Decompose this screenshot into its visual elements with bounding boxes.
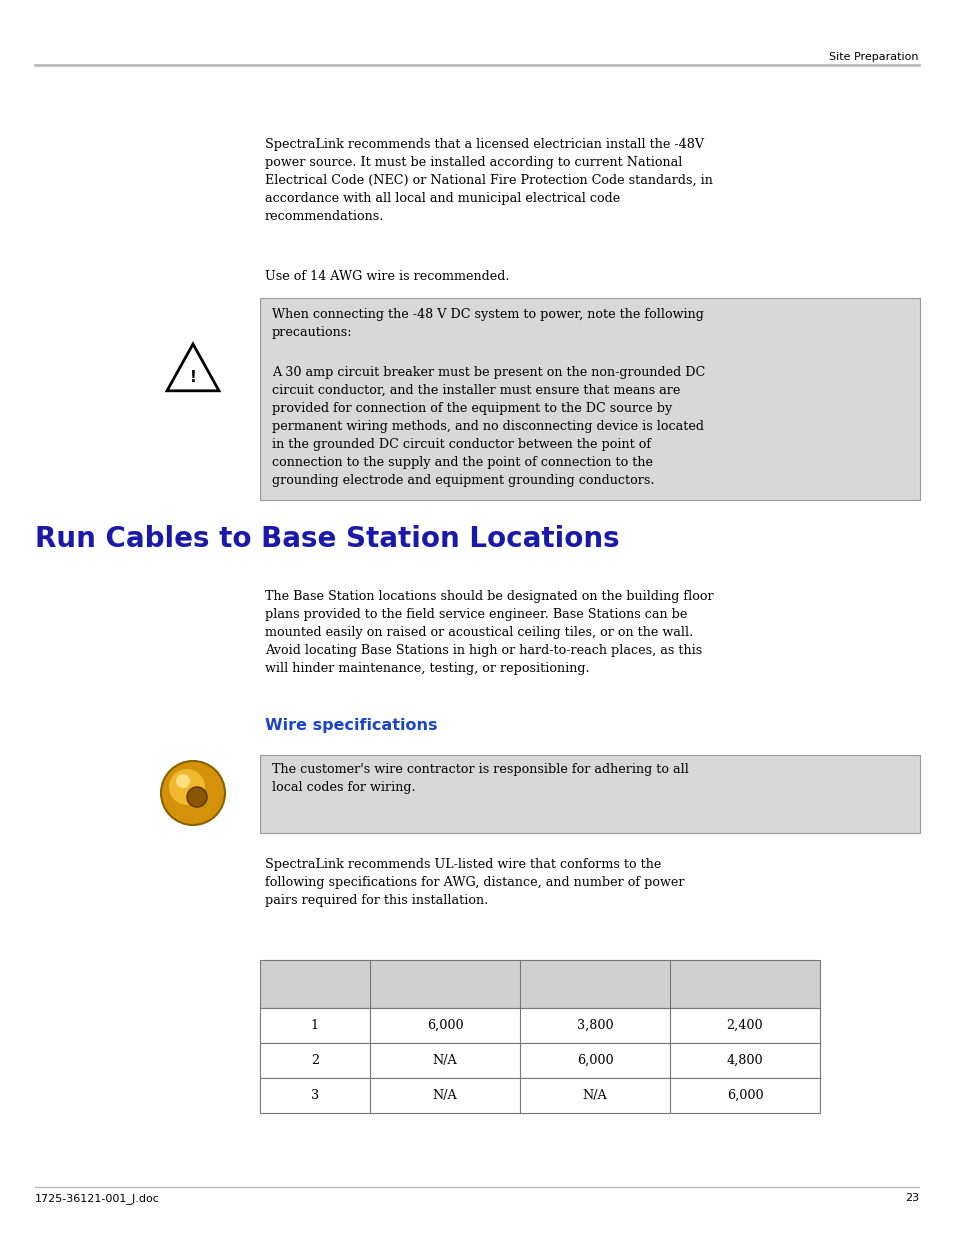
Text: N/A: N/A (582, 1089, 607, 1102)
Circle shape (175, 774, 190, 788)
Text: Wire specifications: Wire specifications (265, 718, 437, 734)
Text: SpectraLink recommends UL-listed wire that conforms to the
following specificati: SpectraLink recommends UL-listed wire th… (265, 858, 684, 906)
Text: 2,400: 2,400 (726, 1019, 762, 1032)
Bar (260, 1008, 820, 1044)
Text: 1725-36121-001_J.doc: 1725-36121-001_J.doc (35, 1193, 160, 1204)
Text: N/A: N/A (432, 1089, 456, 1102)
Polygon shape (167, 345, 219, 390)
Circle shape (187, 787, 207, 806)
Bar (260, 298, 919, 500)
Text: 23: 23 (904, 1193, 918, 1203)
Text: !: ! (190, 370, 196, 385)
Text: Run Cables to Base Station Locations: Run Cables to Base Station Locations (35, 525, 619, 553)
Text: 1: 1 (311, 1019, 318, 1032)
Circle shape (161, 761, 225, 825)
Text: 2: 2 (311, 1053, 318, 1067)
Text: 4,800: 4,800 (726, 1053, 762, 1067)
Text: 3: 3 (311, 1089, 318, 1102)
Text: A 30 amp circuit breaker must be present on the non-grounded DC
circuit conducto: A 30 amp circuit breaker must be present… (272, 366, 704, 487)
Text: The customer's wire contractor is responsible for adhering to all
local codes fo: The customer's wire contractor is respon… (272, 763, 688, 794)
Bar (260, 1078, 820, 1113)
Bar (260, 755, 919, 832)
Text: 6,000: 6,000 (726, 1089, 762, 1102)
Text: When connecting the -48 V DC system to power, note the following
precautions:: When connecting the -48 V DC system to p… (272, 308, 703, 338)
Text: Site Preparation: Site Preparation (828, 52, 918, 62)
Text: 6,000: 6,000 (576, 1053, 613, 1067)
Text: 6,000: 6,000 (426, 1019, 463, 1032)
Circle shape (169, 769, 205, 805)
Text: 3,800: 3,800 (576, 1019, 613, 1032)
Bar (260, 960, 820, 1008)
Bar (260, 1044, 820, 1078)
Text: N/A: N/A (432, 1053, 456, 1067)
Text: SpectraLink recommends that a licensed electrician install the -48V
power source: SpectraLink recommends that a licensed e… (265, 138, 712, 224)
Text: The Base Station locations should be designated on the building floor
plans prov: The Base Station locations should be des… (265, 590, 713, 676)
Text: Use of 14 AWG wire is recommended.: Use of 14 AWG wire is recommended. (265, 270, 509, 283)
